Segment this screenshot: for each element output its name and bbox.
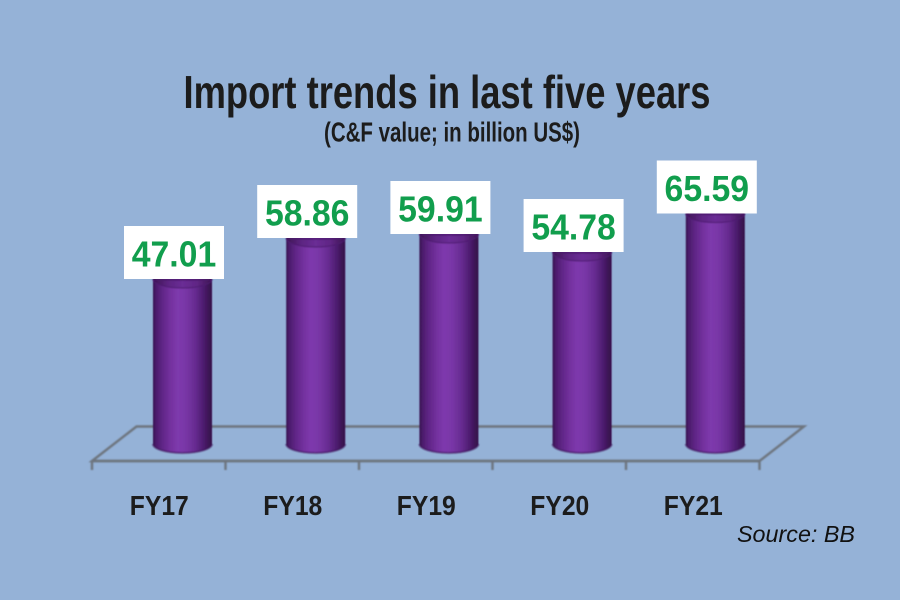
svg-text:59.91: 59.91	[398, 189, 483, 230]
svg-text:Source: BB: Source: BB	[737, 521, 855, 547]
svg-text:FY17: FY17	[130, 490, 189, 521]
svg-text:FY20: FY20	[530, 490, 589, 521]
svg-text:65.59: 65.59	[665, 168, 750, 209]
svg-text:FY18: FY18	[263, 490, 322, 521]
svg-text:58.86: 58.86	[265, 193, 350, 234]
svg-text:54.78: 54.78	[531, 207, 616, 248]
svg-text:(C&F value; in billion US$): (C&F value; in billion US$)	[324, 117, 580, 148]
svg-text:Import trends in last five yea: Import trends in last five years	[184, 66, 711, 118]
svg-text:47.01: 47.01	[132, 234, 217, 275]
svg-text:FY21: FY21	[664, 490, 723, 521]
svg-text:FY19: FY19	[397, 490, 456, 521]
